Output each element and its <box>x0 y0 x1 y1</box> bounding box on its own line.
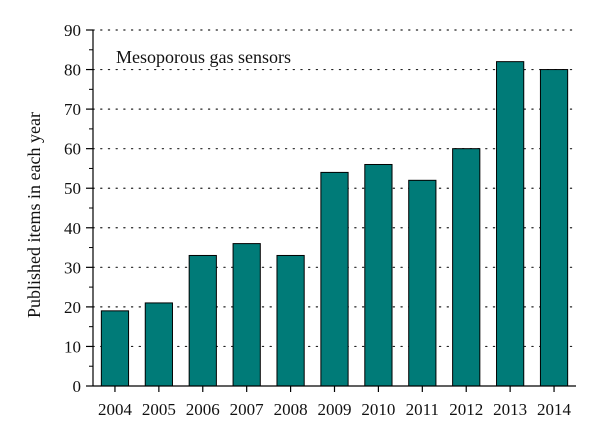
bar-2013 <box>496 61 525 387</box>
tick-labels: 0 10 20 30 40 50 60 70 80 90 2004 2005 2006 2007 2008 2… <box>64 21 572 419</box>
y-tick-label-70: 70 <box>64 100 81 119</box>
bar-2012 <box>452 148 481 387</box>
x-tick-label-2010: 2010 <box>361 400 395 419</box>
x-tick-label-2008: 2008 <box>274 400 308 419</box>
y-tick-label-60: 60 <box>64 140 81 159</box>
x-tick-label-2011: 2011 <box>406 400 439 419</box>
y-tick-label-90: 90 <box>64 21 81 40</box>
x-tick-label-2005: 2005 <box>142 400 176 419</box>
bar-2011 <box>408 179 437 387</box>
y-tick-label-0: 0 <box>73 377 82 396</box>
y-tick-label-80: 80 <box>64 61 81 80</box>
x-tick-label-2006: 2006 <box>186 400 220 419</box>
x-tick-label-2009: 2009 <box>318 400 352 419</box>
bar-2004 <box>100 310 130 387</box>
y-axis-label: Published items in each year <box>24 112 44 318</box>
y-tick-label-40: 40 <box>64 219 81 238</box>
axes <box>86 29 576 392</box>
y-tick-label-30: 30 <box>64 258 81 277</box>
x-tick-label-2004: 2004 <box>98 400 133 419</box>
x-tick-label-2007: 2007 <box>230 400 265 419</box>
y-tick-label-20: 20 <box>64 298 81 317</box>
y-tick-label-50: 50 <box>64 179 81 198</box>
bar-2010 <box>364 163 393 387</box>
bar-2006 <box>188 254 217 387</box>
bar-2007 <box>232 243 261 387</box>
x-tick-label-2012: 2012 <box>449 400 483 419</box>
bars <box>100 61 569 387</box>
bar-2009 <box>320 171 349 387</box>
y-tick-label-10: 10 <box>64 337 81 356</box>
bar-2014 <box>539 69 569 387</box>
x-tick-label-2013: 2013 <box>493 400 527 419</box>
chart-annotation: Mesoporous gas sensors <box>116 47 291 67</box>
x-tick-label-2014: 2014 <box>537 400 572 419</box>
bar-2008 <box>276 254 305 387</box>
bar-2005 <box>144 302 173 387</box>
